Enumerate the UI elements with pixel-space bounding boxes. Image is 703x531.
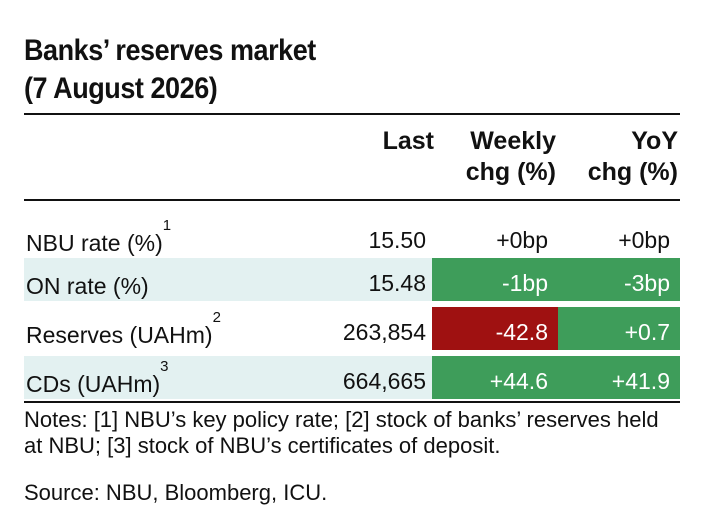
row-label: CDs (UAHm)3 xyxy=(26,356,326,399)
row-label-text: Reserves (UAHm) xyxy=(26,322,213,348)
title-line-2: (7 August 2026) xyxy=(24,72,218,105)
last-value: 664,665 xyxy=(342,368,426,394)
title-line-1: Banks’ reserves market xyxy=(24,34,316,67)
column-header-yoy-line-2: chg (%) xyxy=(587,158,678,186)
column-header-weekly-line-1: Weekly xyxy=(470,127,556,155)
yoy-change: -3bp xyxy=(558,258,680,301)
yoy-change: +41.9 xyxy=(558,356,680,399)
row-label-text: ON rate (%) xyxy=(26,273,149,299)
yoy-change: +0bp xyxy=(618,227,670,253)
column-header-yoy-line-1: YoY xyxy=(631,127,678,155)
row-label-text: NBU rate (%) xyxy=(26,230,163,256)
table-source: Source: NBU, Bloomberg, ICU. xyxy=(24,480,328,505)
column-header-weekly-line-2: chg (%) xyxy=(465,158,556,186)
footnote-marker: 1 xyxy=(162,217,172,234)
column-header-yoy: YoY chg (%) xyxy=(560,126,678,188)
table-row: NBU rate (%)1 15.50 +0bp +0bp xyxy=(24,215,680,258)
row-label: Reserves (UAHm)2 xyxy=(26,307,326,350)
footnote-marker: 3 xyxy=(160,358,169,375)
header-rule xyxy=(24,199,680,201)
table-notes: Notes: [1] NBU’s key policy rate; [2] st… xyxy=(24,407,659,458)
row-label: NBU rate (%)1 xyxy=(26,215,326,258)
last-value: 15.50 xyxy=(368,227,426,253)
weekly-change: +44.6 xyxy=(432,356,558,399)
row-label: ON rate (%) xyxy=(26,258,326,301)
column-header-last-label: Last xyxy=(382,127,434,155)
column-header-last: Last xyxy=(330,126,434,157)
footnote-marker: 2 xyxy=(212,309,221,326)
table-title: Banks’ reserves market (7 August 2026) xyxy=(24,32,316,108)
weekly-change: +0bp xyxy=(496,227,548,253)
weekly-change: -1bp xyxy=(432,258,558,301)
table-row: Reserves (UAHm)2 263,854 -42.8 +0.7 xyxy=(24,307,680,350)
top-rule xyxy=(24,113,680,115)
table-row: CDs (UAHm)3 664,665 +44.6 +41.9 xyxy=(24,356,680,399)
weekly-change: -42.8 xyxy=(432,307,558,350)
last-value: 263,854 xyxy=(342,319,426,345)
row-label-text: CDs (UAHm) xyxy=(26,371,161,397)
yoy-change: +0.7 xyxy=(558,307,680,350)
last-value: 15.48 xyxy=(368,270,426,296)
table-row: ON rate (%) 15.48 -1bp -3bp xyxy=(24,258,680,301)
bottom-rule xyxy=(24,401,680,403)
column-header-weekly: Weekly chg (%) xyxy=(432,126,556,188)
